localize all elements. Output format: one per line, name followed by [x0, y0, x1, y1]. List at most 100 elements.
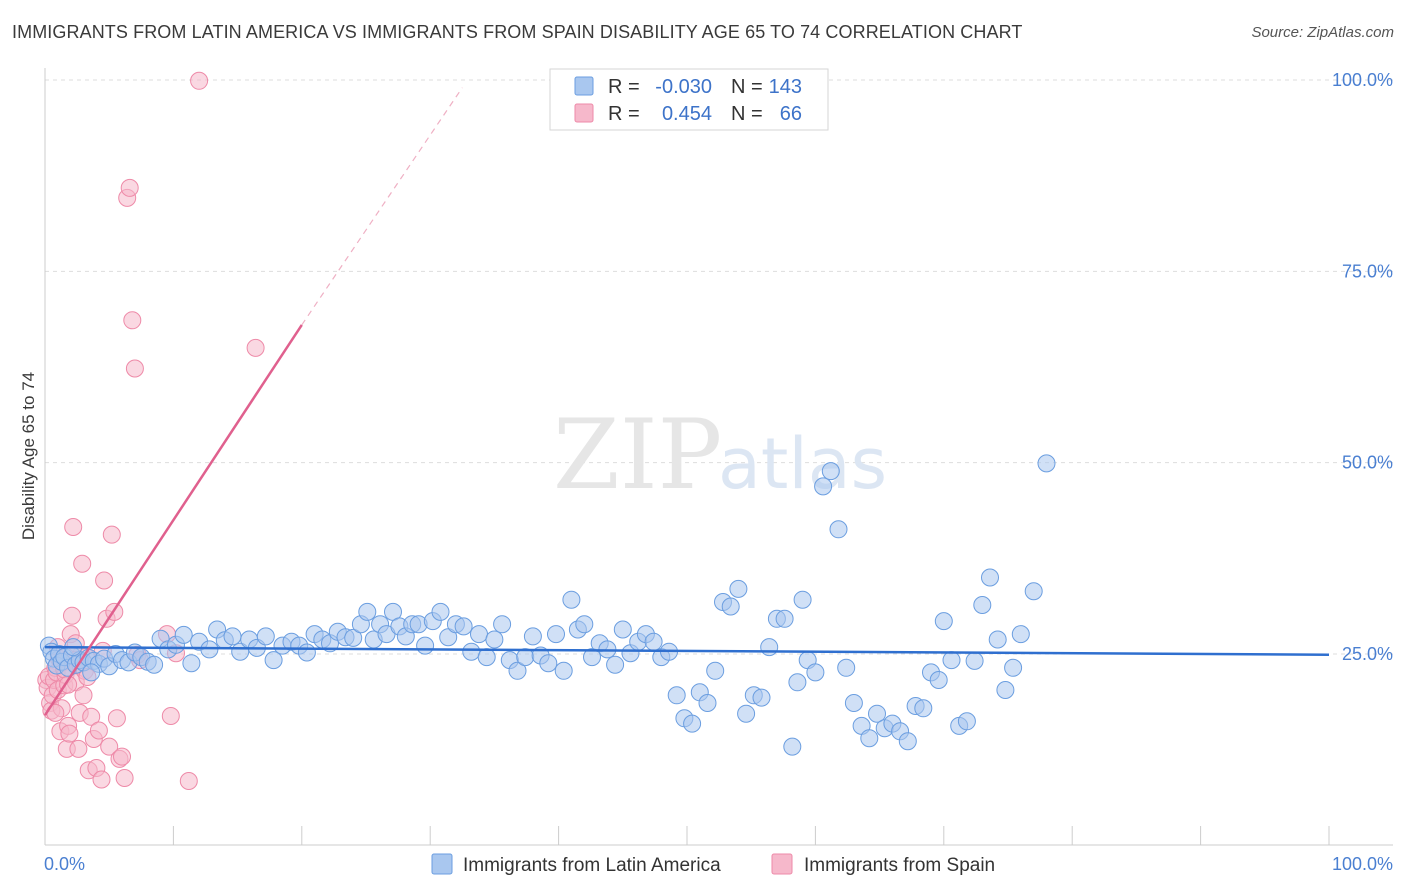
spain-point-55 — [179, 772, 198, 790]
latin-america-points — [39, 454, 1056, 756]
spain-point-18 — [60, 724, 79, 743]
legend-n-value-pink: 66 — [780, 103, 802, 125]
legend-swatch-pink — [574, 103, 594, 123]
latin-america-point-42 — [297, 643, 316, 662]
latin-america-point-38 — [264, 651, 283, 670]
latin-america-point-106 — [775, 609, 794, 628]
spain-point-37 — [95, 571, 114, 590]
latin-america-point-85 — [613, 620, 632, 639]
latin-america-point-100 — [729, 579, 748, 598]
latin-america-point-129 — [942, 651, 961, 670]
watermark-zip: ZIP — [553, 399, 722, 511]
latin-america-point-94 — [683, 714, 702, 733]
legend-n-value-blue: 143 — [769, 76, 802, 98]
latin-america-point-80 — [575, 615, 594, 634]
y-tick-label-25: 25.0% — [1342, 644, 1393, 664]
x-tick-label-min: 0.0% — [44, 854, 85, 874]
latin-america-point-50 — [358, 602, 377, 621]
spain-trend-extension — [301, 87, 463, 326]
chart-title: IMMIGRANTS FROM LATIN AMERICA VS IMMIGRA… — [12, 22, 1023, 42]
latin-america-point-116 — [844, 694, 863, 712]
legend-swatch-blue — [574, 76, 594, 96]
latin-america-point-128 — [934, 612, 953, 631]
latin-america-point-28 — [182, 654, 201, 673]
latin-america-point-76 — [547, 625, 565, 644]
spain-point-39 — [100, 737, 119, 756]
spain-point-53 — [161, 707, 180, 725]
series-legend-swatch-pink — [771, 853, 793, 875]
latin-america-point-69 — [493, 615, 512, 634]
spain-point-32 — [82, 707, 101, 726]
y-tick-label-100: 100.0% — [1332, 70, 1393, 90]
latin-america-point-139 — [1024, 582, 1043, 601]
latin-america-point-103 — [752, 688, 771, 707]
latin-america-point-113 — [821, 462, 840, 481]
spain-point-25 — [69, 739, 88, 758]
latin-america-point-123 — [898, 732, 917, 751]
latin-america-point-109 — [793, 590, 812, 609]
latin-america-point-108 — [788, 673, 807, 692]
latin-america-point-27 — [174, 625, 193, 644]
spain-point-27 — [73, 554, 92, 573]
series-legend-label-pink: Immigrants from Spain — [804, 855, 995, 876]
latin-america-point-99 — [721, 597, 740, 616]
spain-point-56 — [190, 71, 209, 90]
latin-america-point-135 — [988, 630, 1007, 649]
latin-america-point-125 — [914, 699, 933, 718]
source-credit: Source: ZipAtlas.com — [1251, 24, 1394, 41]
latin-america-point-68 — [485, 630, 504, 649]
spain-point-20 — [63, 606, 81, 625]
latin-america-point-101 — [737, 704, 756, 723]
latin-america-point-61 — [431, 602, 450, 621]
spain-point-47 — [120, 178, 139, 197]
latin-america-point-114 — [829, 520, 848, 539]
legend-r-value-pink: 0.454 — [662, 103, 712, 125]
latin-america-point-77 — [554, 661, 573, 680]
latin-america-point-107 — [783, 737, 802, 756]
legend-box — [549, 68, 829, 131]
latin-america-point-112 — [814, 477, 833, 496]
spain-point-57 — [246, 338, 265, 357]
spain-points — [37, 71, 265, 790]
y-tick-label-75: 75.0% — [1342, 261, 1393, 281]
latin-america-point-78 — [562, 590, 581, 609]
latin-america-point-81 — [583, 648, 601, 667]
spain-point-21 — [64, 518, 83, 536]
latin-america-point-137 — [1004, 658, 1023, 677]
legend-n-label-pink: N = — [731, 103, 763, 125]
latin-america-point-92 — [667, 686, 686, 705]
spain-point-42 — [107, 709, 126, 728]
latin-america-point-84 — [606, 655, 625, 674]
series-legend-label-blue: Immigrants from Latin America — [463, 855, 721, 876]
latin-america-point-67 — [477, 648, 496, 667]
latin-america-point-111 — [806, 663, 825, 682]
watermark-atlas: atlas — [718, 423, 887, 505]
latin-america-point-140 — [1037, 454, 1056, 473]
spain-point-36 — [92, 770, 111, 789]
latin-america-point-37 — [256, 627, 275, 646]
series-legend: Immigrants from Latin America Immigrants… — [431, 853, 995, 876]
latin-america-point-133 — [973, 596, 992, 614]
spain-point-40 — [102, 525, 121, 544]
latin-america-point-48 — [344, 628, 363, 647]
spain-point-48 — [123, 311, 142, 330]
latin-america-point-23 — [145, 655, 164, 674]
legend-r-label-pink: R = — [608, 103, 640, 125]
latin-america-point-134 — [981, 568, 999, 587]
spain-point-35 — [89, 721, 108, 740]
spain-point-28 — [74, 686, 93, 705]
spain-trend-line — [43, 324, 303, 716]
legend-n-label-blue: N = — [731, 76, 763, 98]
spain-point-45 — [115, 769, 134, 787]
trend-lines — [43, 87, 1330, 716]
latin-america-point-96 — [698, 694, 717, 712]
latin-america-point-64 — [454, 617, 473, 636]
latin-america-point-73 — [523, 627, 542, 646]
latin-america-point-136 — [996, 681, 1015, 699]
spain-point-49 — [125, 359, 144, 378]
latin-america-trend-line — [44, 645, 1330, 657]
latin-america-point-30 — [200, 640, 219, 659]
latin-america-point-132 — [965, 651, 984, 670]
latin-america-point-33 — [223, 627, 242, 646]
latin-america-point-66 — [470, 625, 488, 644]
